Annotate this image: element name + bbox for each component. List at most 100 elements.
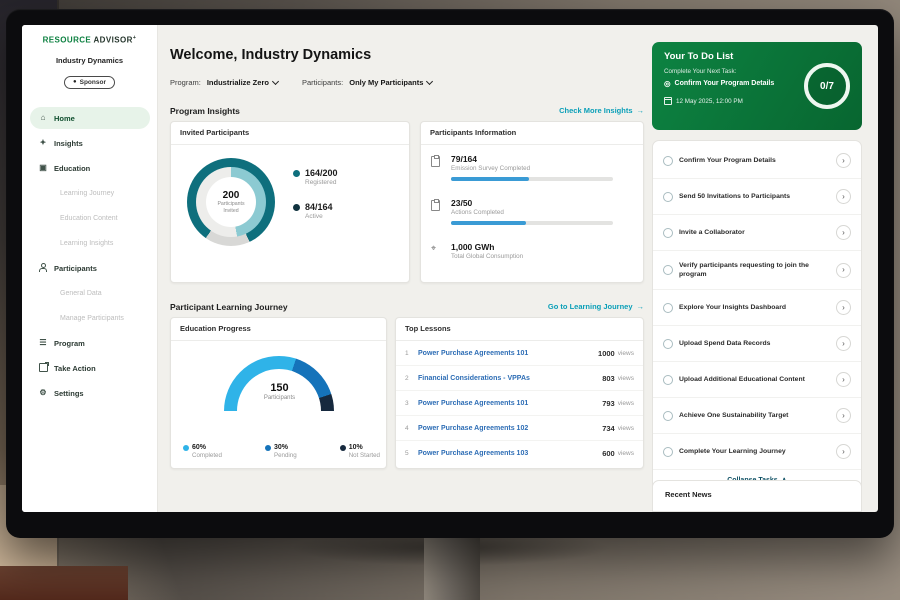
task-open-button[interactable]: › — [836, 408, 851, 424]
sidebar-item-label: Take Action — [54, 363, 96, 373]
task-label: Upload Additional Educational Content — [679, 376, 805, 384]
org-name: Industry Dynamics — [55, 56, 124, 65]
task-checkbox[interactable] — [663, 302, 673, 313]
go-to-learning-journey-link[interactable]: Go to Learning Journey → — [547, 302, 645, 311]
task-row[interactable]: Invite a Collaborator › — [653, 215, 861, 251]
sidebar: RESOURCE ADVISOR+ Industry Dynamics ● Sp… — [22, 25, 158, 512]
donut-center-label: Participants Invited — [217, 200, 245, 214]
card-title: Invited Participants — [171, 122, 409, 145]
settings-gear-icon: ⚙ — [39, 388, 47, 397]
gauge-center-label: Participants — [263, 395, 296, 401]
task-checkbox[interactable] — [663, 227, 673, 238]
task-open-button[interactable]: › — [836, 444, 851, 460]
sidebar-item-label: Education — [54, 163, 91, 173]
logo-plus: + — [132, 35, 137, 41]
lesson-views-suffix: views — [617, 374, 634, 382]
task-checkbox[interactable] — [663, 338, 673, 349]
card-title: Top Lessons — [396, 318, 643, 341]
todo-progress-ring: 0/7 — [804, 63, 850, 109]
task-open-button[interactable]: › — [836, 336, 851, 352]
participants-filter-select[interactable]: Only My Participants — [349, 77, 434, 87]
invited-participants-donut-chart: 200 Participants Invited — [187, 158, 275, 246]
chevron-right-icon: › — [842, 374, 845, 384]
filters-bar: Program: Industrialize Zero Participants… — [170, 77, 434, 87]
lesson-rank: 2 — [405, 374, 409, 382]
task-checkbox[interactable] — [663, 191, 673, 202]
task-row[interactable]: Upload Spend Data Records › — [653, 326, 861, 363]
lesson-row: 5 Power Purchase Agreements 103 600 view… — [396, 441, 643, 466]
desk-edge — [0, 566, 128, 600]
actions-completed-stat: 23/50 Actions Completed — [431, 198, 633, 225]
lesson-views: 1000 — [598, 348, 615, 358]
arrow-right-icon: → — [636, 106, 645, 115]
sidebar-item-learning-journey[interactable]: Learning Journey — [60, 189, 115, 197]
page-title: Welcome, Industry Dynamics — [170, 47, 372, 63]
sidebar-item-program[interactable]: ☰ Program — [30, 332, 150, 354]
lesson-views-suffix: views — [617, 399, 634, 407]
task-label: Complete Your Learning Journey — [679, 448, 786, 456]
legend-dot-registered — [293, 170, 300, 177]
task-checkbox[interactable] — [663, 374, 673, 385]
task-checkbox[interactable] — [663, 155, 673, 166]
program-icon: ☰ — [39, 338, 47, 347]
sidebar-item-general-data[interactable]: General Data — [60, 289, 102, 297]
task-label: Upload Spend Data Records — [679, 340, 771, 348]
app-logo: RESOURCE ADVISOR+ — [22, 35, 157, 45]
task-open-button[interactable]: › — [836, 189, 851, 204]
task-open-button[interactable]: › — [836, 262, 851, 278]
sidebar-item-insights[interactable]: ✦ Insights — [30, 132, 150, 154]
sidebar-item-take-action[interactable]: Take Action — [30, 357, 150, 379]
chevron-down-icon — [271, 77, 279, 86]
sidebar-item-manage-participants[interactable]: Manage Participants — [60, 314, 124, 322]
task-label: Confirm Your Program Details — [679, 156, 776, 164]
task-open-button[interactable]: › — [836, 153, 851, 168]
task-open-button[interactable]: › — [836, 225, 851, 240]
lesson-link[interactable]: Power Purchase Agreements 102 — [418, 424, 529, 432]
check-more-insights-link[interactable]: Check More Insights → — [559, 106, 644, 115]
task-row[interactable]: Upload Additional Educational Content › — [653, 362, 861, 399]
arrow-right-icon: → — [636, 302, 645, 311]
task-checkbox[interactable] — [663, 265, 673, 276]
task-row[interactable]: Confirm Your Program Details › — [653, 143, 861, 179]
monitor-stand — [424, 534, 480, 600]
progress-bar — [451, 221, 613, 225]
lesson-link[interactable]: Power Purchase Agreements 101 — [418, 399, 529, 407]
chevron-right-icon: › — [842, 410, 845, 420]
task-row[interactable]: Explore Your Insights Dashboard › — [653, 290, 861, 327]
task-row[interactable]: Complete Your Learning Journey › — [653, 434, 861, 471]
chevron-right-icon: › — [842, 155, 845, 165]
todo-next-task: ◎ Confirm Your Program Details — [664, 79, 775, 88]
lesson-rank: 5 — [405, 450, 409, 457]
emission-survey-stat: 79/164 Emission Survey Completed — [431, 154, 633, 181]
sidebar-item-participants[interactable]: Participants — [30, 257, 150, 279]
task-checkbox[interactable] — [663, 410, 673, 421]
legend-item-not-started: 10% Not Started — [339, 444, 380, 459]
task-label: Explore Your Insights Dashboard — [679, 304, 787, 312]
dashboard-screen: RESOURCE ADVISOR+ Industry Dynamics ● Sp… — [22, 25, 878, 512]
legend-dot-completed — [183, 444, 189, 451]
checklist-icon — [431, 199, 440, 211]
task-row[interactable]: Verify participants requesting to join t… — [653, 251, 861, 291]
sidebar-item-home[interactable]: ⌂ Home — [30, 107, 150, 129]
sidebar-item-learning-insights[interactable]: Learning Insights — [60, 239, 114, 247]
lesson-link[interactable]: Financial Considerations - VPPAs — [418, 374, 530, 382]
participants-filter-value: Only My Participants — [349, 78, 424, 87]
task-row[interactable]: Send 50 Invitations to Participants › — [653, 179, 861, 215]
participants-icon — [38, 262, 48, 272]
program-filter-select[interactable]: Industrialize Zero — [207, 77, 279, 87]
recent-news-card: Recent News — [652, 480, 862, 512]
sidebar-item-education[interactable]: ▣ Education — [30, 157, 150, 179]
task-row[interactable]: Achieve One Sustainability Target › — [653, 398, 861, 435]
lesson-link[interactable]: Power Purchase Agreements 101 — [418, 349, 529, 357]
sidebar-item-settings[interactable]: ⚙ Settings — [30, 382, 150, 404]
task-open-button[interactable]: › — [836, 300, 851, 316]
chevron-right-icon: › — [842, 191, 845, 201]
card-title: Education Progress — [171, 318, 386, 341]
sidebar-item-education-content[interactable]: Education Content — [60, 214, 118, 222]
chevron-down-icon — [426, 77, 434, 86]
global-consumption-stat: ⌖ 1,000 GWh Total Global Consumption — [431, 242, 524, 260]
task-checkbox[interactable] — [663, 446, 673, 457]
lesson-link[interactable]: Power Purchase Agreements 103 — [418, 450, 529, 457]
todo-progress-value: 0/7 — [820, 80, 834, 92]
task-open-button[interactable]: › — [836, 372, 851, 388]
